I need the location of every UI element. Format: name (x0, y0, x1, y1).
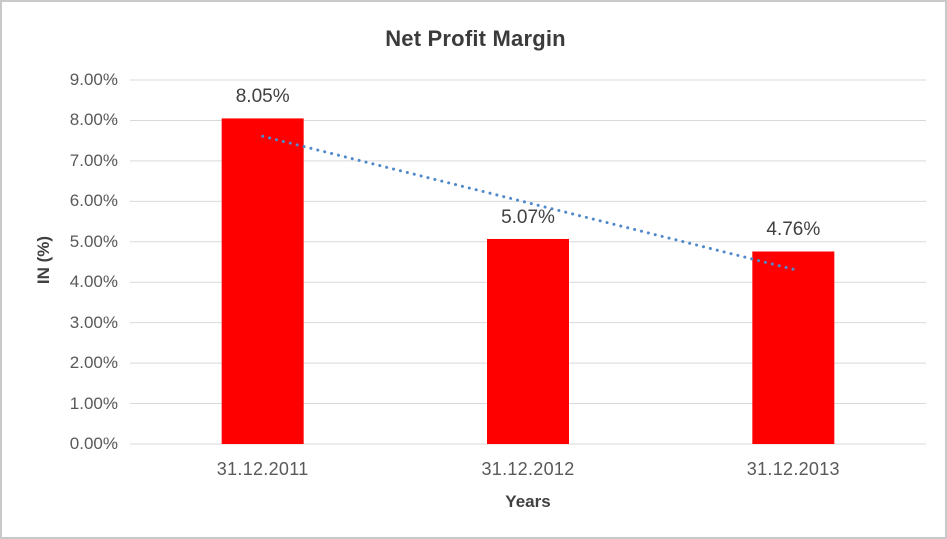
y-tick-label: 7.00% (69, 150, 118, 170)
y-tick-label: 1.00% (69, 393, 118, 413)
trendline[interactable] (261, 134, 795, 271)
y-tick-label: 5.00% (69, 231, 118, 251)
y-tick-label: 6.00% (69, 191, 118, 211)
y-tick-label: 0.00% (69, 434, 118, 453)
y-tick-label: 8.00% (69, 110, 118, 130)
y-axis-title: IN (%) (34, 235, 53, 285)
bar[interactable] (221, 118, 304, 444)
bar[interactable] (487, 238, 569, 444)
x-axis-title: Years (505, 492, 551, 511)
y-tick-label: 9.00% (69, 70, 118, 89)
y-tick-label: 2.00% (69, 353, 118, 373)
trendline-group (261, 134, 795, 271)
y-tick-label: 4.00% (69, 272, 118, 292)
bars-group (221, 118, 835, 444)
bar-data-label: 8.05% (235, 86, 290, 108)
bar[interactable] (752, 251, 835, 444)
chart-title: Net Profit Margin (385, 26, 566, 51)
x-category-label: 31.12.2013 (746, 459, 840, 479)
x-category-label: 31.12.2011 (216, 459, 309, 479)
x-category-label: 31.12.2012 (481, 459, 575, 479)
bar-data-label: 4.76% (766, 219, 821, 241)
bar-data-label: 5.07% (501, 206, 555, 228)
y-tick-label: 3.00% (69, 312, 118, 332)
